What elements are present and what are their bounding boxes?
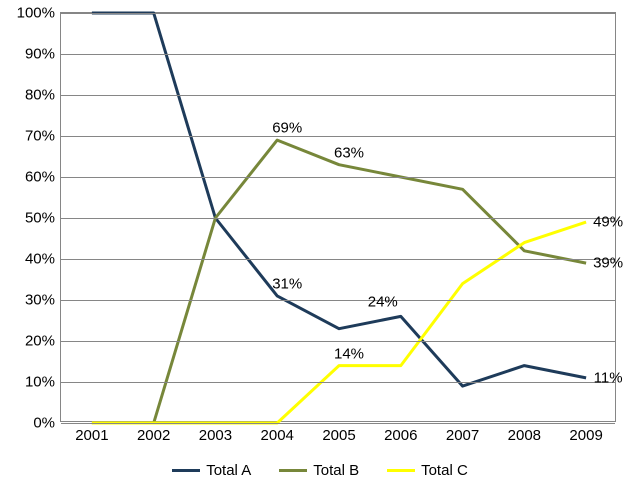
gridline — [61, 341, 615, 342]
y-tick-label: 0% — [33, 415, 55, 432]
data-label: 11% — [594, 369, 623, 386]
data-label: 24% — [368, 294, 398, 311]
legend-item: Total C — [387, 462, 468, 479]
gridline — [61, 259, 615, 260]
x-tick-label: 2002 — [137, 427, 170, 444]
data-label: 49% — [593, 214, 623, 231]
y-tick-label: 50% — [25, 210, 55, 227]
y-tick-label: 40% — [25, 251, 55, 268]
y-tick-label: 20% — [25, 333, 55, 350]
gridline — [61, 54, 615, 55]
y-tick-label: 60% — [25, 169, 55, 186]
legend-item: Total A — [172, 462, 251, 479]
gridline — [61, 300, 615, 301]
x-tick-label: 2004 — [261, 427, 294, 444]
legend: Total A Total B Total C — [0, 462, 640, 479]
gridline — [61, 95, 615, 96]
data-label: 39% — [593, 255, 623, 272]
gridline — [61, 177, 615, 178]
series-line — [92, 222, 586, 423]
x-tick-label: 2009 — [569, 427, 602, 444]
legend-swatch — [387, 469, 415, 472]
y-tick-label: 10% — [25, 374, 55, 391]
data-label: 31% — [272, 275, 302, 292]
data-label: 63% — [334, 144, 364, 161]
y-tick-label: 80% — [25, 87, 55, 104]
x-tick-label: 2007 — [446, 427, 479, 444]
series-line — [92, 140, 586, 423]
legend-swatch — [172, 469, 200, 472]
data-label: 69% — [272, 120, 302, 137]
gridline — [61, 136, 615, 137]
x-tick-label: 2005 — [322, 427, 355, 444]
gridline — [61, 423, 615, 424]
x-tick-label: 2001 — [75, 427, 108, 444]
y-tick-label: 30% — [25, 292, 55, 309]
gridline — [61, 382, 615, 383]
series-line — [92, 13, 586, 386]
y-tick-label: 100% — [17, 5, 55, 22]
legend-label: Total C — [421, 462, 468, 479]
plot-area: 0%10%20%30%40%50%60%70%80%90%100%2001200… — [60, 12, 616, 422]
line-chart: 0% 10% 20% 30% 40% 50% 60% 70% 80% 90% 100% 2001 200… — [0, 0, 640, 504]
legend-swatch — [279, 469, 307, 472]
data-label: 14% — [334, 345, 364, 362]
y-tick-label: 90% — [25, 46, 55, 63]
legend-label: Total B — [313, 462, 359, 479]
y-tick-label: 70% — [25, 128, 55, 145]
gridline — [61, 218, 615, 219]
x-tick-label: 2003 — [199, 427, 232, 444]
x-tick-label: 2006 — [384, 427, 417, 444]
x-tick-label: 2008 — [508, 427, 541, 444]
legend-label: Total A — [206, 462, 251, 479]
legend-item: Total B — [279, 462, 359, 479]
gridline — [61, 13, 615, 14]
